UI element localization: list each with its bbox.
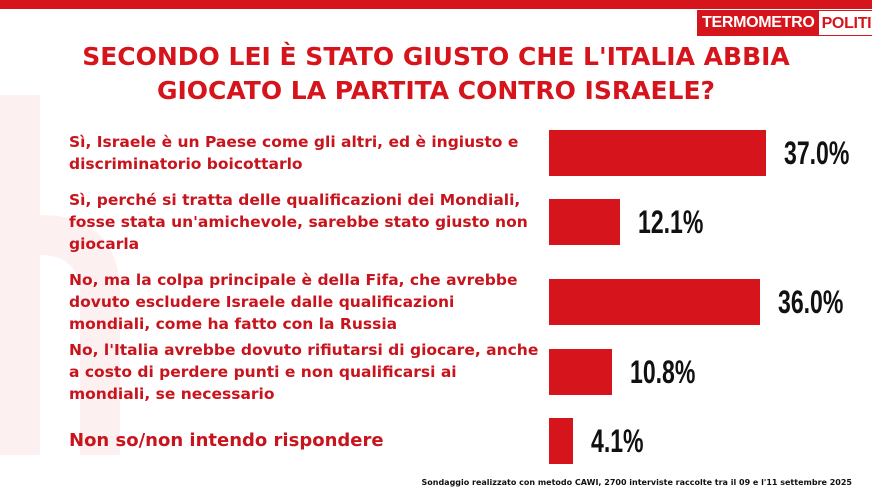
category-label-line: Sì, perché si tratta delle qualificazion… (69, 191, 521, 209)
bar (549, 418, 573, 464)
brand-logo-part1: TERMOMETRO (697, 10, 819, 36)
brand-logo: TERMOMETRO POLITICO (697, 10, 872, 36)
data-label: 10.8% (630, 354, 696, 390)
brand-logo-part2: POLITICO (818, 10, 872, 36)
category-label: Sì, Israele è un Paese come gli altri, e… (69, 131, 539, 175)
category-label-line: No, l'Italia avrebbe dovuto rifiutarsi d… (69, 341, 539, 359)
category-label-line: giocarla (69, 235, 140, 253)
data-label: 12.1% (638, 204, 704, 240)
bar (549, 279, 760, 325)
category-label-line: dovuto escludere Israele dalle qualifica… (69, 293, 455, 311)
bar (549, 130, 766, 176)
category-label-line: Sì, Israele è un Paese come gli altri, e… (69, 133, 519, 151)
top-accent-bar (0, 0, 872, 9)
survey-footnote: Sondaggio realizzato con metodo CAWI, 27… (421, 478, 852, 487)
category-label: No, ma la colpa principale è della Fifa,… (69, 269, 539, 335)
chart-title-line-1: SECONDO LEI È STATO GIUSTO CHE L'ITALIA … (82, 42, 790, 71)
category-label-line: mondiali, se necessario (69, 385, 275, 403)
data-label: 4.1% (591, 423, 644, 459)
bar (549, 199, 620, 245)
data-label: 37.0% (784, 135, 850, 171)
bar (549, 349, 612, 395)
category-label-line: mondiali, come ha fatto con la Russia (69, 315, 398, 333)
category-label-line: a costo di perdere punti e non qualifica… (69, 363, 457, 381)
chart-title: SECONDO LEI È STATO GIUSTO CHE L'ITALIA … (0, 40, 872, 108)
category-label: Non so/non intendo rispondere (69, 430, 539, 452)
chart-title-line-2: GIOCATO LA PARTITA CONTRO ISRAELE? (156, 76, 716, 105)
data-label: 36.0% (778, 284, 844, 320)
category-label-line: No, ma la colpa principale è della Fifa,… (69, 271, 518, 289)
category-label: No, l'Italia avrebbe dovuto rifiutarsi d… (69, 339, 539, 405)
category-label: Sì, perché si tratta delle qualificazion… (69, 189, 539, 255)
background-watermark-icon (0, 95, 120, 455)
category-label-line: discriminatorio boicottarlo (69, 155, 303, 173)
category-label-line: Non so/non intendo rispondere (69, 430, 384, 451)
category-label-line: fosse stata un'amichevole, sarebbe stato… (69, 213, 528, 231)
